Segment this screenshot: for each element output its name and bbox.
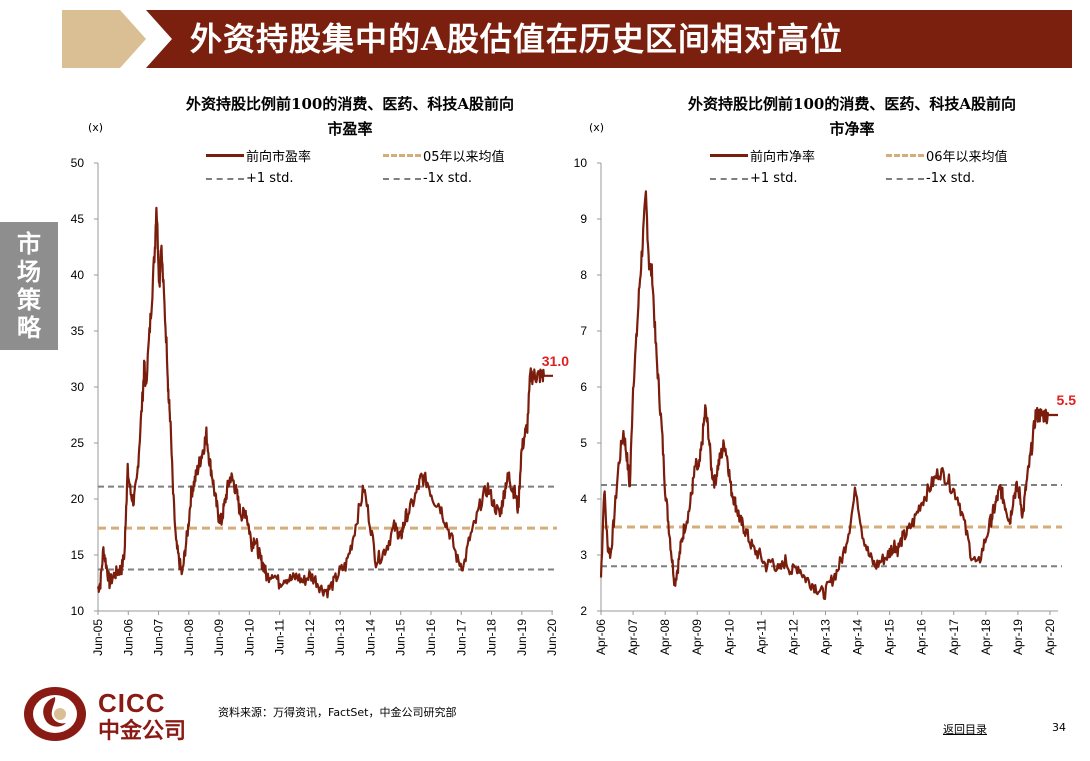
header-band <box>146 10 1072 68</box>
legend-label-plus-std: +1 std. <box>246 171 294 186</box>
legend-label-mean: 05年以来均值 <box>423 150 505 165</box>
x-tick-label: Apr-10 <box>722 619 736 655</box>
y-tick-label: 5 <box>580 436 587 450</box>
y-tick-label: 6 <box>580 380 587 394</box>
legend-label-series: 前向市净率 <box>750 150 816 165</box>
x-tick-label: Jun-18 <box>485 619 499 656</box>
x-tick-label: Apr-11 <box>754 619 768 654</box>
y-tick-label: 15 <box>71 548 85 562</box>
source-note: 资料来源：万得资讯，FactSet，中金公司研究部 <box>218 706 457 719</box>
y-tick-label: 10 <box>71 604 85 618</box>
chart-left-title: 外资持股比例前100的消费、医药、科技A股前向 市盈率 <box>110 92 590 142</box>
x-tick-label: Jun-12 <box>303 619 317 656</box>
y-tick-label: 45 <box>71 212 85 226</box>
y-tick-label: 3 <box>580 548 587 562</box>
header-accent-chevron <box>62 10 146 68</box>
x-tick-label: Jun-08 <box>182 619 196 656</box>
x-tick-label: Apr-17 <box>947 619 961 655</box>
legend-label-series: 前向市盈率 <box>246 150 312 165</box>
x-tick-label: Jun-17 <box>454 619 468 656</box>
y-tick-label: 20 <box>71 492 85 506</box>
cicc-logo-icon <box>24 687 86 741</box>
x-tick-label: Apr-07 <box>626 619 640 655</box>
x-tick-label: Jun-19 <box>515 619 529 656</box>
header-bar <box>62 10 1072 68</box>
x-tick-label: Jun-05 <box>91 619 105 656</box>
chart-left-unit: (x) <box>88 121 104 134</box>
y-tick-label: 50 <box>71 156 85 170</box>
legend-item-minus-std: -1x std. <box>383 171 472 186</box>
series-line <box>96 206 554 599</box>
last-value-callout: 31.0 <box>542 353 569 369</box>
logo-text-cn: 中金公司 <box>98 719 187 744</box>
last-value-callout: 5.5 <box>1057 392 1077 408</box>
legend-item-mean: 05年以来均值 <box>383 146 505 165</box>
x-tick-label: Apr-14 <box>851 619 865 655</box>
y-tick-label: 4 <box>580 492 587 506</box>
y-tick-label: 25 <box>71 436 85 450</box>
side-tab-label: 市场策略 <box>17 229 41 342</box>
x-tick-label: Apr-20 <box>1043 619 1057 655</box>
y-tick-label: 8 <box>580 268 587 282</box>
y-tick-label: 30 <box>71 380 85 394</box>
x-tick-label: Apr-06 <box>594 619 608 655</box>
y-tick-label: 2 <box>580 604 587 618</box>
y-tick-label: 7 <box>580 324 587 338</box>
chart-left-title-line1: 外资持股比例前100的消费、医药、科技A股前向 <box>186 95 514 113</box>
x-tick-label: Jun-06 <box>121 619 135 656</box>
x-tick-label: Apr-12 <box>786 619 800 655</box>
legend-item-minus-std: -1x std. <box>886 171 975 186</box>
legend-item-plus-std: +1 std. <box>206 171 294 186</box>
x-tick-label: Jun-09 <box>212 619 226 656</box>
x-tick-label: Apr-19 <box>1011 619 1025 655</box>
y-tick-label: 10 <box>574 156 588 170</box>
x-tick-label: Jun-14 <box>363 619 377 656</box>
legend-label-mean: 06年以来均值 <box>926 150 1008 165</box>
x-tick-label: Jun-20 <box>545 619 559 656</box>
chart-right-title-line1: 外资持股比例前100的消费、医药、科技A股前向 <box>688 95 1016 113</box>
x-tick-label: Apr-15 <box>883 619 897 655</box>
page-number: 34 <box>1052 721 1066 734</box>
legend-item-plus-std: +1 std. <box>710 171 798 186</box>
y-tick-label: 40 <box>71 268 85 282</box>
x-tick-label: Jun-11 <box>273 619 287 655</box>
chart-left-title-line2: 市盈率 <box>327 120 373 138</box>
y-tick-label: 9 <box>580 212 587 226</box>
series-line <box>599 190 1059 601</box>
back-to-contents-link[interactable]: 返回目录 <box>943 723 987 736</box>
x-tick-label: Jun-16 <box>424 619 438 656</box>
chart-right-title-line2: 市净率 <box>829 120 875 138</box>
x-tick-label: Apr-08 <box>658 619 672 655</box>
legend-item-mean: 06年以来均值 <box>886 146 1008 165</box>
side-tab <box>0 222 58 350</box>
x-tick-label: Jun-13 <box>333 619 347 656</box>
x-tick-label: Jun-10 <box>242 619 256 656</box>
legend-item-series: 前向市盈率 <box>206 146 311 165</box>
x-tick-label: Jun-07 <box>152 619 166 656</box>
x-tick-label: Apr-16 <box>915 619 929 655</box>
x-tick-label: Apr-09 <box>690 619 704 655</box>
logo-text-en: CICC <box>98 688 166 718</box>
legend-item-series: 前向市净率 <box>710 146 815 165</box>
chart-right-title: 外资持股比例前100的消费、医药、科技A股前向 市净率 <box>612 92 1090 142</box>
x-tick-label: Apr-13 <box>818 619 832 655</box>
x-tick-label: Apr-18 <box>979 619 993 655</box>
legend-label-minus-std: -1x std. <box>423 171 473 186</box>
legend-label-plus-std: +1 std. <box>750 171 798 186</box>
legend-label-minus-std: -1x std. <box>926 171 976 186</box>
y-tick-label: 35 <box>71 324 85 338</box>
chart-right-unit: (x) <box>589 121 605 134</box>
x-tick-label: Jun-15 <box>394 619 408 656</box>
page-title: 外资持股集中的A股估值在历史区间相对高位 <box>190 20 843 58</box>
